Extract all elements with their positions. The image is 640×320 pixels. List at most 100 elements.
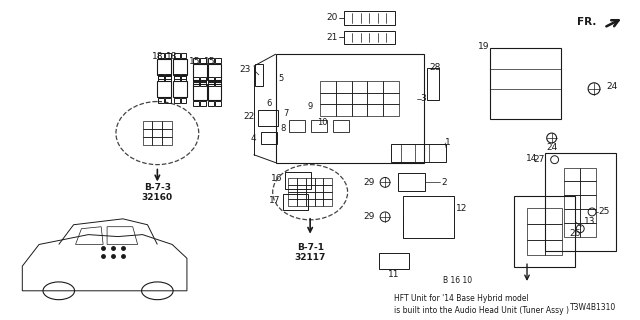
Bar <box>173 53 180 58</box>
Bar <box>285 172 311 189</box>
Bar <box>143 121 152 129</box>
Bar <box>173 59 187 75</box>
Bar <box>200 58 206 63</box>
Bar <box>320 105 336 116</box>
Bar <box>297 179 306 185</box>
Bar <box>215 101 221 106</box>
Text: 13: 13 <box>584 217 596 226</box>
Bar <box>158 98 164 103</box>
Bar <box>514 196 575 267</box>
Bar <box>367 81 383 93</box>
Bar <box>152 137 163 145</box>
Bar <box>173 76 180 81</box>
Bar <box>152 121 163 129</box>
Bar <box>306 185 315 192</box>
Text: 22: 22 <box>244 112 255 121</box>
Bar <box>180 75 186 79</box>
Text: 1: 1 <box>445 139 451 148</box>
Text: 7: 7 <box>283 109 288 118</box>
Text: 10: 10 <box>317 118 327 127</box>
Bar <box>344 11 395 25</box>
Text: 18: 18 <box>152 52 163 61</box>
Bar <box>288 192 297 199</box>
Bar <box>180 53 186 58</box>
Bar <box>157 59 171 75</box>
Bar <box>193 64 207 80</box>
Bar <box>207 84 221 100</box>
Text: 5: 5 <box>278 74 283 84</box>
Bar <box>323 199 332 206</box>
Text: 15: 15 <box>189 57 200 66</box>
Bar <box>323 192 332 199</box>
Bar <box>527 208 545 224</box>
Bar <box>297 199 306 206</box>
Bar <box>403 196 454 237</box>
Bar <box>564 223 580 236</box>
Bar <box>383 105 399 116</box>
Bar <box>173 81 187 97</box>
Bar <box>527 240 545 255</box>
Bar <box>367 93 383 105</box>
Bar <box>207 64 221 80</box>
Bar <box>580 209 596 223</box>
Text: 6: 6 <box>266 99 271 108</box>
Text: 29: 29 <box>364 212 375 221</box>
Bar <box>289 120 305 132</box>
Bar <box>306 179 315 185</box>
Bar <box>580 181 596 195</box>
Text: B-7-1
32117: B-7-1 32117 <box>294 243 326 262</box>
Bar <box>193 81 199 86</box>
Bar <box>158 76 164 81</box>
Text: 3: 3 <box>420 94 426 103</box>
Bar <box>143 129 152 137</box>
Bar <box>320 81 336 93</box>
Bar <box>398 173 426 191</box>
Bar <box>545 240 563 255</box>
Bar <box>580 168 596 181</box>
Bar <box>580 195 596 209</box>
Bar <box>336 81 351 93</box>
Bar <box>315 199 323 206</box>
Bar <box>200 81 206 86</box>
Bar <box>367 105 383 116</box>
Bar <box>315 179 323 185</box>
Bar <box>173 75 180 79</box>
Bar <box>261 132 276 144</box>
Bar <box>215 58 221 63</box>
Text: 29: 29 <box>364 178 375 187</box>
Bar <box>351 81 367 93</box>
Bar <box>193 84 207 100</box>
Bar <box>323 185 332 192</box>
Text: HFT Unit for '14 Base Hybrid model
is built into the Audio Head Unit (Tuner Assy: HFT Unit for '14 Base Hybrid model is bu… <box>394 294 569 315</box>
Bar <box>164 75 171 79</box>
Bar <box>193 101 199 106</box>
Bar <box>490 48 561 119</box>
Bar <box>158 53 164 58</box>
Bar <box>315 192 323 199</box>
Bar <box>215 81 221 86</box>
Text: 24: 24 <box>546 143 557 152</box>
Bar <box>580 223 596 236</box>
Bar <box>527 224 545 240</box>
Bar <box>163 121 172 129</box>
Bar <box>282 194 308 211</box>
Text: 12: 12 <box>456 204 467 213</box>
Bar <box>200 77 206 82</box>
Bar <box>351 93 367 105</box>
Bar <box>351 105 367 116</box>
Bar <box>208 101 214 106</box>
Bar <box>288 179 297 185</box>
Bar <box>311 120 327 132</box>
Bar <box>564 195 580 209</box>
Bar <box>193 58 199 63</box>
Text: B 16 10: B 16 10 <box>444 276 472 285</box>
Bar <box>288 185 297 192</box>
Text: 24: 24 <box>606 82 617 91</box>
Bar <box>180 76 186 81</box>
Bar <box>306 199 315 206</box>
Bar <box>143 137 152 145</box>
Bar <box>288 199 297 206</box>
Bar <box>323 179 332 185</box>
Text: 4: 4 <box>250 133 256 142</box>
Text: 15: 15 <box>204 57 215 66</box>
